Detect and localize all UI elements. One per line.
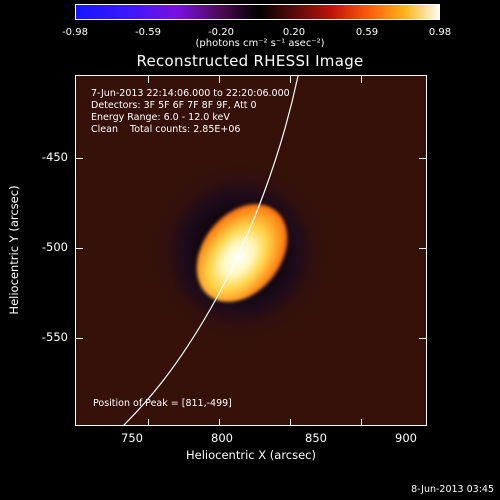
clean-counts-text: Clean Total counts: 2.85E+06: [91, 124, 241, 135]
colorbar-tick: 0.59: [355, 27, 379, 38]
x-tickmark: [219, 419, 220, 425]
colorbar-tick: -0.59: [135, 27, 161, 38]
x-tick-label: 750: [121, 431, 143, 445]
x-axis-label: Heliocentric X (arcsec): [186, 448, 316, 462]
y-tickmark: [76, 248, 83, 249]
colorbar-units: (photons cm⁻² s⁻¹ asec⁻²): [195, 38, 325, 49]
energy-range-text: Energy Range: 6.0 - 12.0 keV: [91, 112, 230, 123]
solar-limb-line: [123, 76, 299, 425]
x-tick-label: 900: [395, 431, 417, 445]
y-tickmark: [76, 338, 83, 339]
x-tickmark: [290, 419, 291, 425]
colorbar-tick: -0.20: [208, 27, 234, 38]
x-tick-label: 800: [211, 431, 233, 445]
y-tickmark-right: [419, 338, 426, 339]
y-tickmark-right: [419, 248, 426, 249]
colorbar-tick: 0.20: [282, 27, 306, 38]
time-range-text: 7-Jun-2013 22:14:06.000 to 22:20:06.000: [91, 88, 290, 99]
y-tick-label: -550: [41, 330, 68, 344]
detectors-text: Detectors: 3F 5F 6F 7F 8F 9F, Att 0: [91, 100, 257, 111]
x-tick-label: 850: [305, 431, 327, 445]
colorbar-tick: -0.98: [62, 27, 88, 38]
image-title: Reconstructed RHESSI Image: [136, 52, 364, 70]
x-tickmark-top: [361, 76, 362, 83]
y-tick-label: -500: [41, 240, 68, 254]
colorbar: [75, 4, 440, 20]
x-tickmark: [361, 419, 362, 425]
x-tickmark-top: [148, 76, 149, 83]
x-tickmark-top: [290, 76, 291, 83]
colorbar-tick: 0.98: [428, 27, 452, 38]
x-tickmark-top: [219, 76, 220, 83]
y-axis-label: Heliocentric Y (arcsec): [7, 185, 21, 315]
x-tickmark: [148, 419, 149, 425]
peak-position-text: Position of Peak = [811,-499]: [93, 398, 232, 409]
image-plot: 7-Jun-2013 22:14:06.000 to 22:20:06.000 …: [75, 75, 427, 426]
timestamp: 8-Jun-2013 03:45: [411, 484, 494, 495]
y-tickmark: [76, 158, 83, 159]
y-tick-label: -450: [41, 150, 68, 164]
y-tickmark-right: [419, 158, 426, 159]
